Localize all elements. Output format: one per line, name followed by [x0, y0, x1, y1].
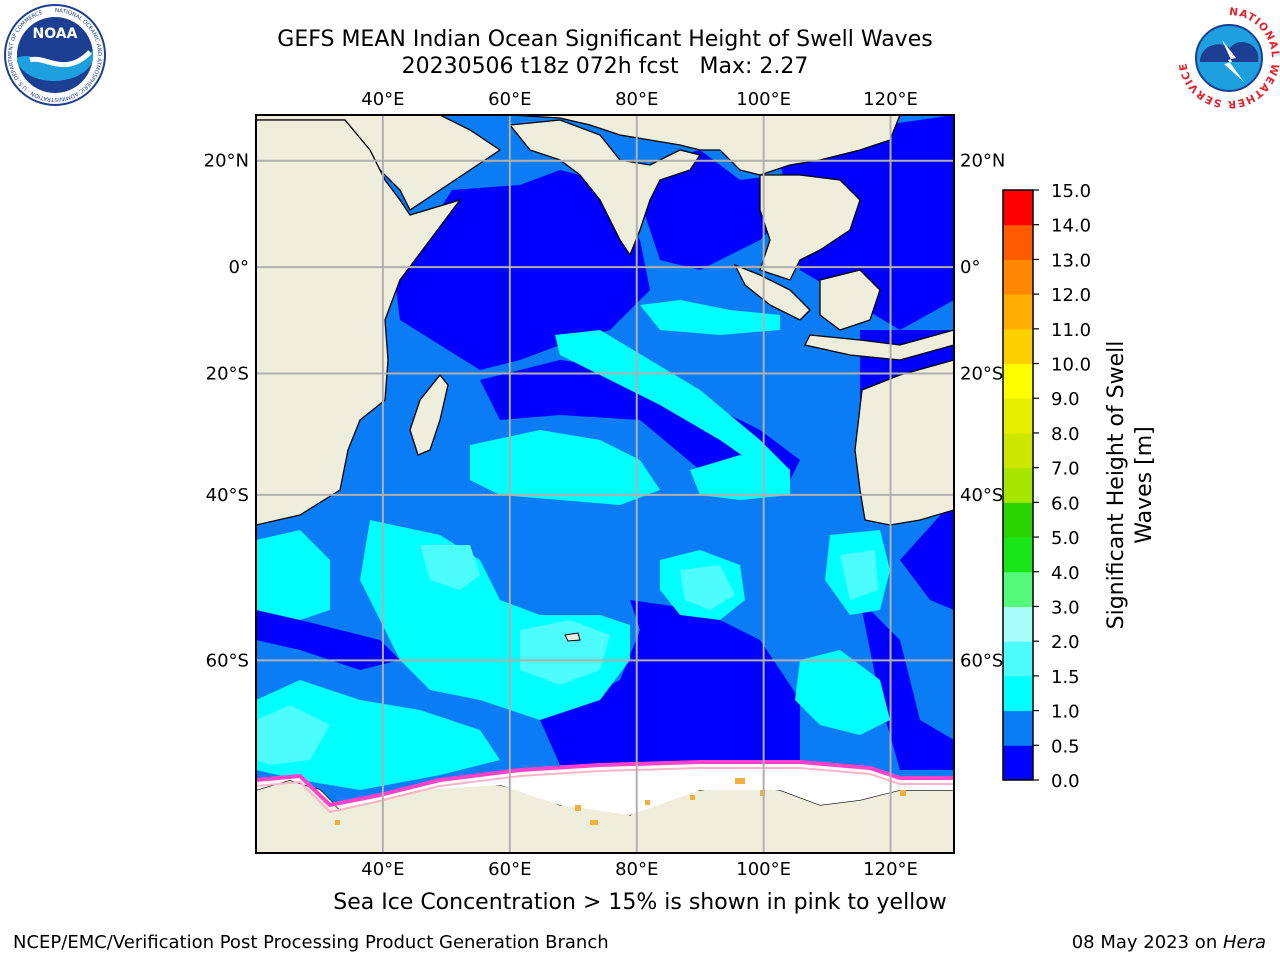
lat-label-left-1: 0° — [229, 257, 249, 278]
colorbar-swatch-1 — [1003, 710, 1033, 746]
footer-host: Hera — [1222, 932, 1266, 953]
land-masses — [256, 115, 954, 853]
lon-label-top-0: 40°E — [361, 89, 404, 110]
colorbar-label-line1: Significant Height of Swell — [1104, 341, 1129, 630]
noaa-logo-icon: NOAA NATIONAL OCEANIC AND ATMOSPHERIC AD… — [4, 4, 106, 106]
sea-ice-band — [256, 760, 954, 825]
colorbar-level-11: 9.0 — [1051, 389, 1080, 410]
colorbar-swatch-4 — [1003, 606, 1033, 642]
lat-label-left-3: 40°S — [206, 485, 249, 506]
colorbar-swatch-5 — [1003, 571, 1033, 607]
footer-date: 08 May 2023 on Hera — [1072, 932, 1266, 953]
colorbar-label: Significant Height of Swell Waves [m] — [1104, 341, 1157, 630]
colorbar-level-8: 6.0 — [1051, 493, 1080, 514]
colorbar-tick-labels: 0.0 0.5 1.0 1.5 2.0 3.0 4.0 5.0 6.0 7.0 8.0 9.0 10.0… — [1033, 181, 1091, 792]
footer-date-text: 08 May 2023 on — [1071, 932, 1223, 953]
sea-ice-note: Sea Ice Concentration > 15% is shown in … — [333, 890, 947, 915]
swell-high-regions — [256, 545, 878, 765]
map-title: GEFS MEAN Indian Ocean Significant Heigh… — [277, 27, 933, 52]
colorbar-level-3: 1.5 — [1051, 667, 1080, 688]
lat-label-right-4: 60°S — [960, 650, 1003, 671]
colorbar-level-15: 13.0 — [1051, 250, 1091, 271]
colorbar-swatch-8 — [1003, 467, 1033, 503]
lat-label-right-1: 0° — [960, 257, 980, 278]
colorbar — [1003, 190, 1033, 781]
noaa-logo-text: NOAA — [33, 26, 78, 42]
lon-label-top-1: 60°E — [488, 89, 531, 110]
colorbar-level-0: 0.0 — [1051, 771, 1080, 792]
kerguelen-island — [564, 632, 581, 642]
colorbar-level-16: 14.0 — [1051, 216, 1091, 237]
lat-label-left-4: 60°S — [206, 650, 249, 671]
colorbar-swatch-2 — [1003, 675, 1033, 712]
lon-label-top-3: 100°E — [736, 89, 791, 110]
map-panel — [256, 115, 954, 853]
colorbar-level-1: 0.5 — [1051, 736, 1080, 757]
lon-label-top-2: 80°E — [615, 89, 658, 110]
colorbar-border — [1002, 189, 1034, 781]
colorbar-level-13: 11.0 — [1051, 320, 1091, 341]
colorbar-swatch-0 — [1003, 745, 1033, 781]
colorbar-level-9: 7.0 — [1051, 459, 1080, 480]
colorbar-swatch-16 — [1003, 190, 1033, 226]
lat-label-right-2: 20°S — [960, 364, 1003, 385]
footer-credit: NCEP/EMC/Verification Post Processing Pr… — [13, 932, 609, 953]
graticule — [256, 115, 954, 853]
colorbar-level-2: 1.0 — [1051, 702, 1080, 723]
lon-label-bottom-3: 100°E — [736, 859, 791, 880]
colorbar-swatch-13 — [1003, 294, 1033, 330]
colorbar-swatch-11 — [1003, 363, 1033, 399]
colorbar-level-17: 15.0 — [1051, 181, 1091, 202]
axis-tick-labels: 40°E 40°E 60°E 60°E 80°E 80°E 100°E 100°E 120°E 1… — [204, 89, 1006, 880]
colorbar-label-line2: Waves [m] — [1132, 426, 1157, 543]
colorbar-swatch-9 — [1003, 432, 1033, 469]
lat-label-left-2: 20°S — [206, 364, 249, 385]
lat-label-right-0: 20°N — [960, 151, 1005, 172]
nws-logo-icon: NATIONAL WEATHER SERVICE — [1177, 6, 1280, 110]
lat-label-right-3: 40°S — [960, 485, 1003, 506]
lat-label-left-0: 20°N — [204, 151, 249, 172]
colorbar-swatch-6 — [1003, 537, 1033, 573]
colorbar-level-4: 2.0 — [1051, 632, 1080, 653]
colorbar-swatch-7 — [1003, 502, 1033, 538]
map-border — [255, 114, 955, 854]
colorbar-swatch-10 — [1003, 398, 1033, 434]
colorbar-level-14: 12.0 — [1051, 285, 1091, 306]
lon-label-bottom-1: 60°E — [488, 859, 531, 880]
lon-label-top-4: 120°E — [863, 89, 918, 110]
colorbar-level-5: 3.0 — [1051, 597, 1080, 618]
colorbar-level-10: 8.0 — [1051, 424, 1080, 445]
lon-label-bottom-0: 40°E — [361, 859, 404, 880]
map-subtitle: 20230506 t18z 072h fcst Max: 2.27 — [401, 54, 809, 79]
colorbar-level-7: 5.0 — [1051, 528, 1080, 549]
lon-label-bottom-4: 120°E — [863, 859, 918, 880]
colorbar-swatch-14 — [1003, 259, 1033, 295]
colorbar-swatch-15 — [1003, 224, 1033, 260]
colorbar-swatch-3 — [1003, 641, 1033, 677]
colorbar-swatch-12 — [1003, 328, 1033, 365]
lon-label-bottom-2: 80°E — [615, 859, 658, 880]
colorbar-level-12: 10.0 — [1051, 355, 1091, 376]
colorbar-level-6: 4.0 — [1051, 563, 1080, 584]
